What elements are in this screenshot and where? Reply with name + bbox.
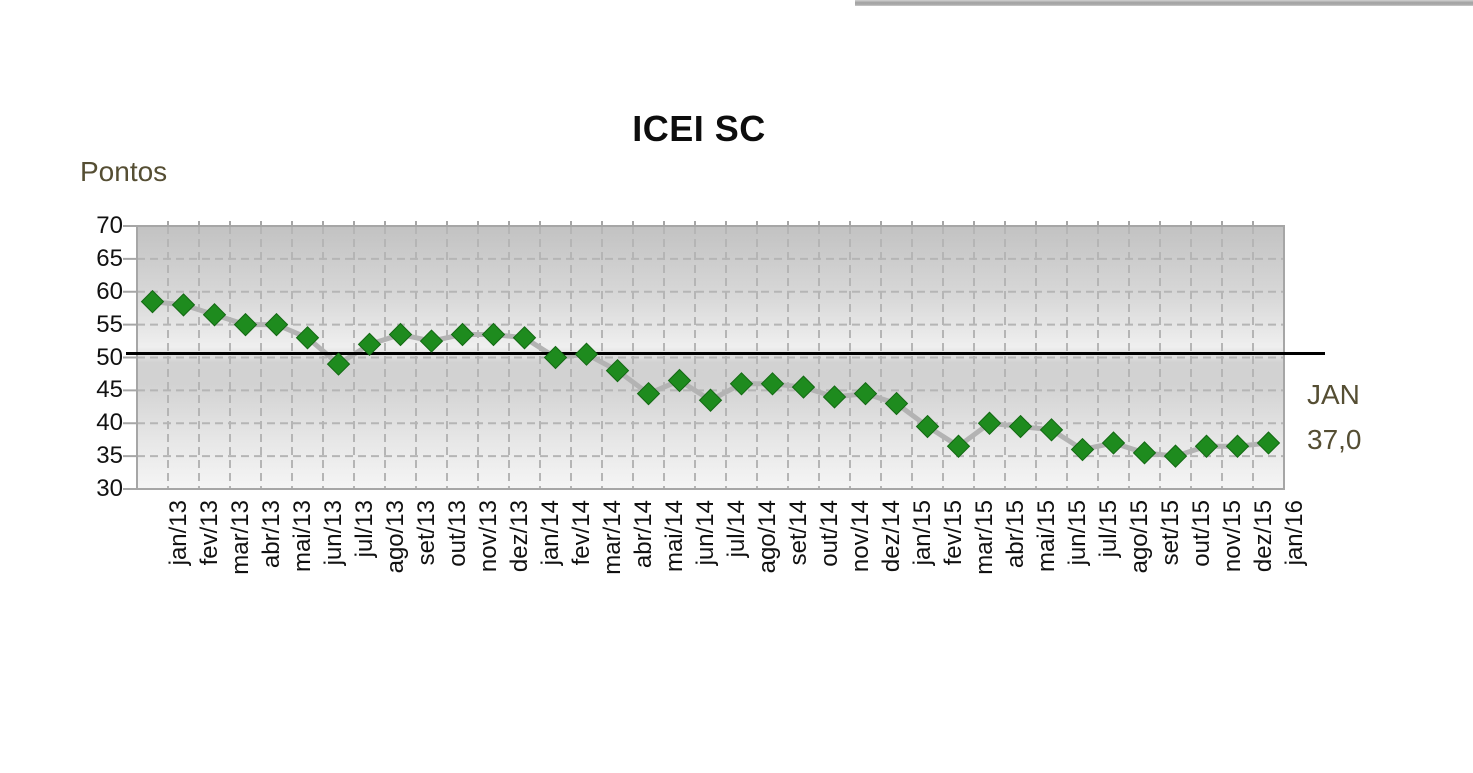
x-tick-label: set/15 (1156, 500, 1184, 566)
x-tick-label: set/14 (784, 500, 812, 566)
y-tick-label: 30 (96, 475, 123, 502)
x-tick-label: mar/13 (226, 500, 254, 575)
x-tick-label: jun/14 (691, 500, 719, 566)
x-tick-label: ago/15 (1125, 500, 1153, 574)
x-tick-label: dez/14 (877, 500, 905, 573)
x-tick-label: abr/15 (1001, 500, 1029, 569)
x-tick-label: jul/13 (350, 500, 378, 558)
annotation-value-label: 37,0 (1307, 424, 1362, 455)
x-tick-label: jun/13 (319, 500, 347, 566)
x-tick-label: nov/15 (1218, 500, 1246, 573)
annotation-month-label: JAN (1307, 379, 1360, 410)
data-point-markers (140, 289, 1281, 468)
x-tick-label: nov/13 (474, 500, 502, 573)
gridlines (137, 226, 1284, 489)
y-tick-label: 40 (96, 409, 123, 437)
x-tick-label: fev/15 (939, 500, 967, 566)
x-tick-label: dez/13 (505, 500, 533, 573)
y-tick-label: 55 (96, 310, 123, 338)
window-edge-bar (855, 0, 1473, 6)
x-tick-label: jul/14 (722, 500, 750, 558)
x-tick-label: mar/14 (598, 500, 626, 575)
y-tick-label: 50 (96, 343, 123, 371)
x-tick-label: set/13 (412, 500, 440, 566)
y-tick-label: 45 (96, 376, 123, 404)
x-tick-label: mai/13 (288, 500, 316, 573)
x-tick-label: ago/13 (381, 500, 409, 574)
x-tick-label: nov/14 (846, 500, 874, 573)
x-tick-label: fev/13 (195, 500, 223, 566)
x-tick-label: out/15 (1187, 500, 1215, 567)
x-tick-label: jun/15 (1063, 500, 1091, 566)
y-tick-label: 60 (96, 277, 123, 305)
y-tick-label: 65 (96, 244, 123, 272)
x-tick-label: ago/14 (753, 500, 781, 574)
x-tick-label: dez/15 (1249, 500, 1277, 573)
last-value-annotation: JAN 37,0 (1307, 372, 1362, 462)
y-tick-label: 35 (96, 442, 123, 470)
x-tick-label: abr/13 (257, 500, 285, 569)
x-tick-label: out/13 (443, 500, 471, 567)
x-tick-label: fev/14 (567, 500, 595, 566)
x-tick-label: out/14 (815, 500, 843, 567)
x-tick-label: mar/15 (970, 500, 998, 575)
x-tick-label: jan/15 (908, 500, 936, 566)
axis-ticks (123, 221, 1254, 490)
chart-title: ICEI SC (632, 108, 766, 149)
y-tick-label: 70 (96, 212, 123, 239)
x-tick-label: jan/16 (1280, 500, 1308, 566)
y-axis-unit-label: Pontos (80, 156, 168, 187)
x-tick-label: jan/14 (536, 500, 564, 566)
x-tick-label: mai/15 (1032, 500, 1060, 573)
x-tick-label: jul/15 (1094, 500, 1122, 558)
x-tick-label: mai/14 (660, 500, 688, 573)
x-tick-label: jan/13 (164, 500, 192, 566)
x-tick-label: abr/14 (629, 500, 657, 569)
